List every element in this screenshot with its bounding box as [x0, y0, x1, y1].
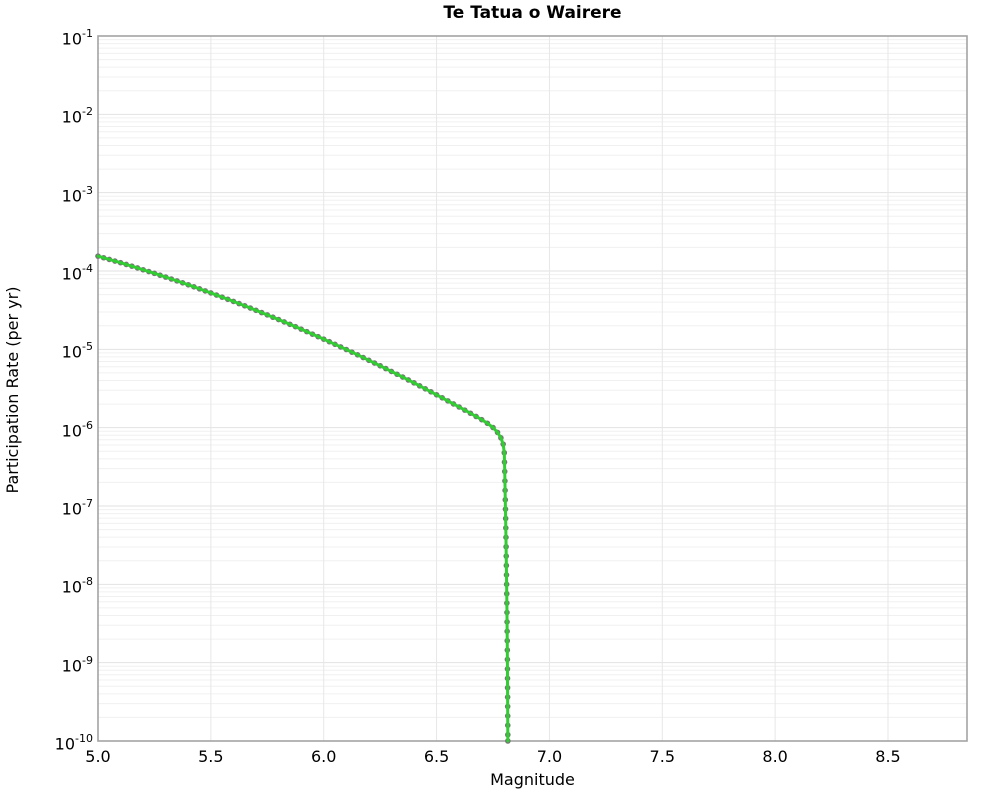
y-tick-label: 10-1 — [61, 27, 93, 49]
y-tick-label: 10-2 — [61, 105, 93, 127]
y-tick-label: 10-7 — [61, 497, 93, 519]
y-tick-label: 10-9 — [61, 653, 93, 675]
series-line — [96, 254, 510, 743]
x-tick-label: 7.5 — [649, 747, 675, 766]
y-tick-label: 10-4 — [61, 262, 93, 284]
x-tick-label: 5.5 — [198, 747, 224, 766]
x-tick-label: 8.0 — [762, 747, 788, 766]
y-axis-label: Participation Rate (per yr) — [3, 286, 22, 494]
y-tick-label: 10-8 — [61, 575, 93, 597]
x-tick-label: 8.5 — [875, 747, 901, 766]
chart-title: Te Tatua o Wairere — [443, 3, 622, 23]
x-tick-label: 6.5 — [423, 747, 450, 766]
x-tick-label: 6.0 — [310, 747, 337, 766]
x-axis-label: Magnitude — [490, 770, 575, 789]
x-tick-label: 5.0 — [85, 747, 111, 766]
y-tick-label: 10-10 — [54, 732, 93, 754]
y-tick-label: 10-5 — [61, 340, 93, 362]
y-tick-label: 10-6 — [61, 418, 93, 440]
series-participation-rate — [95, 253, 511, 744]
y-tick-label: 10-3 — [61, 183, 93, 205]
x-tick-label: 7.0 — [536, 747, 563, 766]
axes-spines — [97, 35, 968, 742]
